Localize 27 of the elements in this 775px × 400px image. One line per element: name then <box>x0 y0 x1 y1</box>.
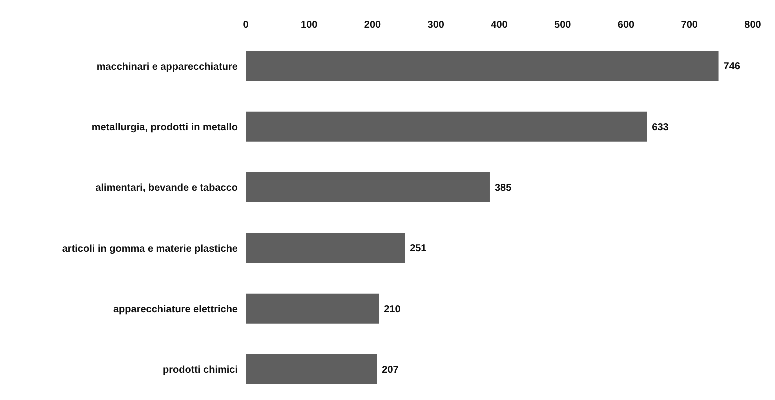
x-tick-label: 500 <box>554 20 572 31</box>
data-label: 210 <box>384 304 402 316</box>
x-tick-label: 400 <box>491 20 508 31</box>
x-tick-label: 0 <box>243 20 250 31</box>
bar <box>246 112 648 142</box>
bar <box>246 172 490 202</box>
y-tick-label: prodotti chimici <box>163 365 238 376</box>
y-tick-label: articoli in gomma e materie plastiche <box>62 244 238 255</box>
y-tick-label: alimentari, bevande e tabacco <box>96 183 238 194</box>
bar <box>246 233 406 264</box>
data-label: 385 <box>494 183 512 194</box>
y-tick-label: metallurgia, prodotti in metallo <box>92 122 238 134</box>
x-tick-label: 200 <box>364 20 382 31</box>
bar <box>246 354 378 384</box>
x-tick-label: 600 <box>618 20 636 31</box>
data-label: 633 <box>652 122 670 134</box>
y-tick-label: apparecchiature elettriche <box>114 304 238 316</box>
x-tick-label: 300 <box>428 20 445 31</box>
data-label: 746 <box>724 62 741 73</box>
y-tick-label: macchinari e apparecchiature <box>96 62 238 73</box>
bar <box>246 51 719 82</box>
x-tick-label: 800 <box>744 20 762 31</box>
data-label: 251 <box>410 244 428 255</box>
x-tick-label: 700 <box>681 20 698 31</box>
data-label: 207 <box>382 365 400 376</box>
bar <box>246 294 380 324</box>
x-tick-label: 100 <box>301 20 318 31</box>
